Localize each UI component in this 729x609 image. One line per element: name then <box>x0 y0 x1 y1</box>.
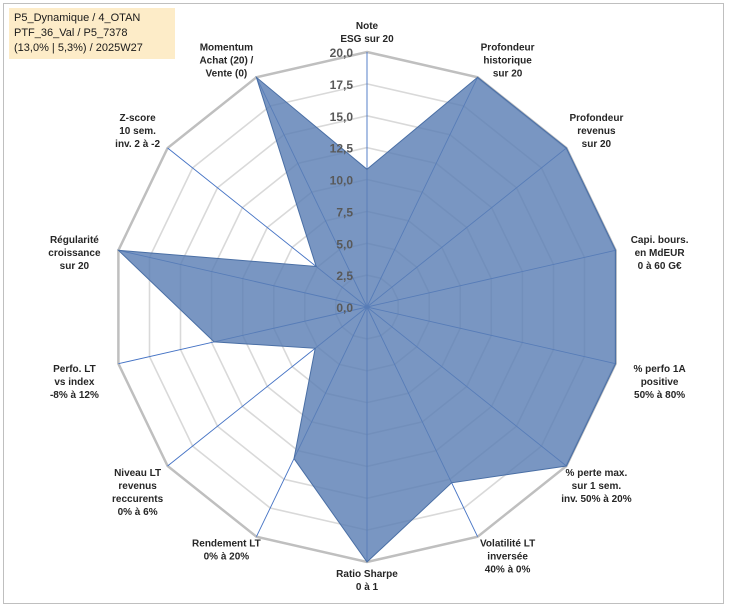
tick-label: 17,5 <box>330 78 354 92</box>
axis-label: Vente (0) <box>206 68 248 79</box>
axis-label: Profondeur <box>569 113 623 124</box>
axis-label: -8% à 12% <box>50 390 99 401</box>
axis-label: revenus <box>118 481 157 492</box>
axis-label: 40% à 0% <box>485 565 531 576</box>
tick-label: 7,5 <box>336 205 353 219</box>
axis-label: reccurents <box>112 494 164 505</box>
axis-label: Ratio Sharpe <box>336 569 398 580</box>
axis-label: inv. 2 à -2 <box>115 139 160 150</box>
axis-label: % perte max. <box>566 468 628 479</box>
axis-label: sur 1 sem. <box>572 481 622 492</box>
axis-label: sur 20 <box>582 139 612 150</box>
axis-label: Note <box>356 21 379 32</box>
axis-label: Niveau LT <box>114 468 161 479</box>
axis-label: positive <box>641 377 679 388</box>
axis-label: 50% à 80% <box>634 390 685 401</box>
axis-label: Perfo. LT <box>53 364 96 375</box>
axis-label: 0% à 6% <box>118 507 158 518</box>
tick-label: 0,0 <box>336 301 353 315</box>
tick-label: 10,0 <box>330 174 354 188</box>
radial-tick-labels: 0,0 2,5 5,0 7,5 10,0 12,5 15,0 17,5 20,0 <box>330 46 354 315</box>
axis-label: Volatilité LT <box>480 539 535 550</box>
tick-label: 20,0 <box>330 46 354 60</box>
tick-label: 15,0 <box>330 110 354 124</box>
axis-label: 0 à 60 G€ <box>638 261 682 272</box>
axis-label: % perfo 1A <box>633 364 685 375</box>
portfolio-info-box: P5_Dynamique / 4_OTAN PTF_36_Val / P5_73… <box>9 8 175 59</box>
axis-label: Profondeur <box>481 42 535 53</box>
axis-label: ESG sur 20 <box>340 34 394 45</box>
axis-label: Capi. bours. <box>631 235 689 246</box>
axis-label: 0% à 20% <box>204 552 250 563</box>
axis-label: inversée <box>487 552 528 563</box>
axis-label: Régularité <box>50 235 99 246</box>
radar-series <box>117 75 617 563</box>
axis-label: inv. 50% à 20% <box>561 494 632 505</box>
axis-labels: Note ESG sur 20 Profondeur historique sur 20… <box>48 21 688 593</box>
axis-label: historique <box>483 55 532 66</box>
info-line-2: PTF_36_Val / P5_7378 <box>14 27 128 39</box>
axis-label: croissance <box>48 248 101 259</box>
axis-label: Achat (20) / <box>199 55 253 66</box>
info-line-3: (13,0% | 5,3%) / 2025W27 <box>14 42 143 54</box>
axis-label: Momentum <box>200 42 253 53</box>
axis-label: en MdEUR <box>635 248 686 259</box>
info-line-1: P5_Dynamique / 4_OTAN <box>14 12 141 24</box>
axis-label: Z-score <box>120 113 157 124</box>
axis-label: 0 à 1 <box>356 582 379 593</box>
tick-label: 5,0 <box>336 237 353 251</box>
axis-label: revenus <box>577 126 616 137</box>
axis-label: sur 20 <box>60 261 90 272</box>
tick-label: 2,5 <box>336 269 353 283</box>
axis-label: sur 20 <box>493 68 523 79</box>
axis-label: Rendement LT <box>192 539 261 550</box>
axis-label: vs index <box>54 377 94 388</box>
tick-label: 12,5 <box>330 142 354 156</box>
axis-label: 10 sem. <box>119 126 156 137</box>
